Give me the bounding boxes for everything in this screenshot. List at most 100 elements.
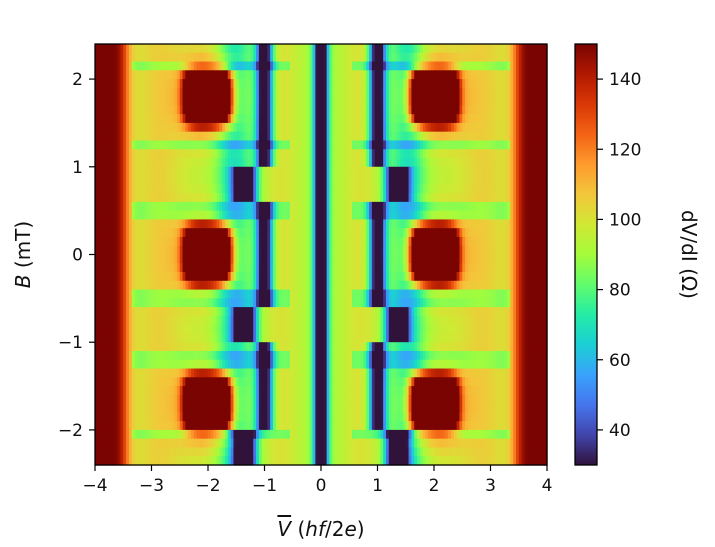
heatmap-cell (349, 263, 353, 273)
heatmap-cell (374, 114, 379, 124)
heatmap-cell (244, 236, 249, 247)
heatmap-cell (208, 175, 212, 185)
heatmap-cell (165, 175, 170, 185)
heatmap-cell (295, 87, 300, 98)
heatmap-cell (145, 158, 150, 168)
heatmap-cell (272, 289, 277, 299)
heatmap-cell (196, 140, 201, 150)
heatmap-cell (493, 158, 497, 168)
heatmap-cell (264, 280, 268, 291)
heatmap-cell (428, 263, 432, 273)
heatmap-cell (521, 114, 526, 124)
heatmap-cell (145, 245, 150, 256)
heatmap-cell (202, 280, 206, 291)
heatmap-cell (408, 61, 413, 71)
heatmap-cell (538, 184, 542, 194)
heatmap-cell (323, 272, 328, 282)
heatmap-cell (174, 289, 178, 299)
heatmap-cell (391, 280, 396, 291)
heatmap-cell (360, 228, 364, 238)
heatmap-cell (210, 263, 215, 273)
heatmap-cell (476, 114, 480, 124)
heatmap-cell (148, 131, 153, 142)
heatmap-cell (103, 79, 107, 89)
heatmap-cell (216, 298, 220, 308)
heatmap-cell (391, 114, 396, 124)
heatmap-cell (402, 263, 407, 273)
heatmap-cell (349, 236, 353, 247)
heatmap-cell (366, 175, 370, 185)
heatmap-cell (515, 263, 520, 273)
heatmap-cell (157, 228, 161, 238)
heatmap-cell (510, 184, 514, 194)
heatmap-cell (422, 175, 427, 185)
heatmap-cell (369, 272, 373, 282)
heatmap-cell (482, 201, 486, 212)
heatmap-cell (479, 272, 483, 282)
heatmap-cell (298, 201, 302, 212)
heatmap-cell (476, 298, 480, 308)
heatmap-cell (250, 52, 254, 63)
heatmap-cell (513, 105, 517, 115)
heatmap-cell (450, 298, 455, 308)
heatmap-cell (216, 122, 220, 133)
heatmap-cell (216, 219, 220, 229)
heatmap-cell (527, 289, 531, 299)
heatmap-cell (541, 79, 545, 89)
heatmap-cell (507, 184, 511, 194)
heatmap-cell (482, 184, 486, 194)
heatmap-cell (332, 236, 336, 247)
heatmap-cell (261, 219, 266, 229)
heatmap-cell (439, 201, 444, 212)
heatmap-cell (476, 175, 480, 185)
heatmap-cell (270, 184, 274, 194)
heatmap-cell (143, 61, 147, 71)
heatmap-cell (434, 254, 438, 264)
heatmap-cell (123, 280, 127, 291)
heatmap-cell (397, 289, 401, 299)
heatmap-cell (258, 70, 263, 80)
heatmap-cell (405, 210, 410, 221)
heatmap-cell (388, 158, 393, 168)
heatmap-cell (507, 289, 511, 299)
heatmap-cell (329, 79, 333, 89)
heatmap-cell (224, 105, 229, 115)
heatmap-cell (340, 254, 345, 264)
heatmap-cell (405, 228, 410, 238)
heatmap-cell (363, 131, 367, 142)
heatmap-cell (498, 298, 503, 308)
heatmap-cell (143, 184, 147, 194)
heatmap-cell (292, 184, 297, 194)
heatmap-cell (284, 254, 288, 264)
heatmap-cell (425, 61, 429, 71)
heatmap-cell (287, 263, 291, 273)
heatmap-cell (419, 70, 424, 80)
heatmap-cell (179, 105, 184, 115)
heatmap-cell (247, 280, 251, 291)
heatmap-cell (388, 131, 393, 142)
heatmap-cell (405, 140, 410, 150)
heatmap-cell (538, 158, 542, 168)
heatmap-cell (527, 105, 531, 115)
heatmap-cell (253, 96, 257, 106)
heatmap-cell (402, 140, 407, 150)
heatmap-cell (306, 193, 311, 203)
heatmap-cell (199, 122, 203, 133)
heatmap-cell (428, 254, 432, 264)
heatmap-cell (227, 140, 232, 150)
heatmap-cell (267, 245, 271, 256)
heatmap-cell (354, 149, 359, 159)
heatmap-cell (253, 228, 257, 238)
heatmap-cell (501, 96, 506, 106)
heatmap-cell (377, 193, 381, 203)
heatmap-cell (363, 140, 367, 150)
heatmap-cell (97, 236, 102, 247)
heatmap-cell (103, 254, 107, 264)
heatmap-cell (239, 280, 243, 291)
heatmap-cell (111, 184, 116, 194)
heatmap-cell (162, 263, 167, 273)
heatmap-cell (501, 52, 506, 63)
heatmap-cell (227, 307, 232, 317)
heatmap-cell (391, 122, 396, 133)
heatmap-cell (417, 201, 421, 212)
